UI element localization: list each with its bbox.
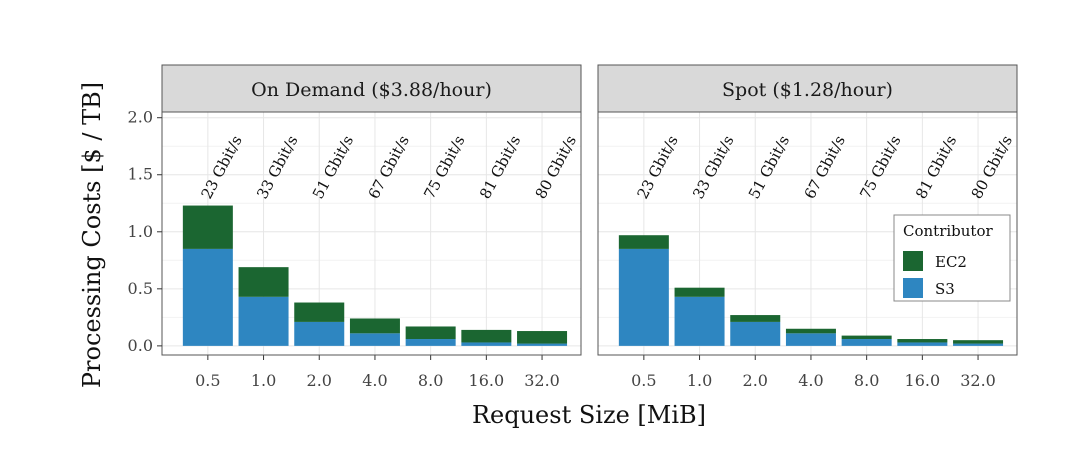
panel-border (597, 111, 1018, 356)
bar-ec2 (730, 315, 781, 322)
y-tick-label: 1.0 (128, 222, 153, 241)
bar-s3 (953, 343, 1004, 346)
facet-strip (597, 64, 1018, 113)
bar-ec2 (238, 267, 289, 297)
legend-swatch-s3 (903, 278, 923, 298)
x-tick-label: 4.0 (362, 371, 387, 390)
bar-ec2 (517, 331, 568, 344)
legend-label-s3: S3 (935, 280, 955, 298)
legend-swatch-ec2 (903, 251, 923, 271)
x-tick-label: 8.0 (418, 371, 443, 390)
x-tick-label: 1.0 (251, 371, 276, 390)
x-tick-label: 1.0 (687, 371, 712, 390)
bar-s3 (618, 248, 669, 346)
bar-ec2 (785, 328, 836, 334)
x-tick-label: 0.5 (631, 371, 656, 390)
bar-ec2 (182, 205, 233, 249)
x-tick-label: 8.0 (854, 371, 879, 390)
bar-s3 (238, 296, 289, 346)
bar-s3 (841, 339, 892, 346)
y-tick-label: 2.0 (128, 108, 153, 127)
facet-title: Spot ($1.28/hour) (722, 79, 893, 101)
panels-layer: On Demand ($3.88/hour)23 Gbit/s0.533 Gbi… (161, 64, 1018, 390)
bar-s3 (517, 343, 568, 346)
x-tick-label: 2.0 (307, 371, 332, 390)
bar-s3 (461, 342, 512, 346)
y-tick-label: 0.5 (128, 279, 153, 298)
panel-border (161, 111, 582, 356)
panel-on-demand: On Demand ($3.88/hour)23 Gbit/s0.533 Gbi… (161, 64, 582, 390)
x-tick-label: 4.0 (798, 371, 823, 390)
bar-s3 (405, 339, 456, 346)
x-axis-title: Request Size [MiB] (472, 401, 706, 429)
bar-ec2 (841, 335, 892, 340)
bar-s3 (674, 296, 725, 346)
bar-s3 (182, 248, 233, 346)
x-tick-label: 2.0 (743, 371, 768, 390)
legend-label-ec2: EC2 (935, 253, 967, 271)
y-axis: 0.0 0.5 1.0 1.5 2.0 (128, 108, 162, 355)
x-tick-label: 0.5 (195, 371, 220, 390)
bar-ec2 (461, 329, 512, 343)
bar-ec2 (294, 302, 345, 322)
bar-s3 (294, 321, 345, 346)
facet-title: On Demand ($3.88/hour) (251, 79, 492, 101)
facet-strip (161, 64, 582, 113)
bar-ec2 (349, 318, 400, 334)
x-tick-label: 32.0 (524, 371, 560, 390)
bar-ec2 (618, 235, 669, 249)
x-tick-label: 16.0 (905, 371, 941, 390)
bar-ec2 (953, 340, 1004, 344)
bar-ec2 (674, 287, 725, 297)
bar-s3 (349, 333, 400, 346)
bar-s3 (730, 321, 781, 346)
x-tick-label: 32.0 (960, 371, 996, 390)
y-tick-label: 0.0 (128, 336, 153, 355)
y-tick-label: 1.5 (128, 165, 153, 184)
x-tick-label: 16.0 (469, 371, 505, 390)
y-axis-title: Processing Costs [$ / TB] (78, 82, 106, 388)
bar-s3 (785, 333, 836, 346)
bar-ec2 (405, 326, 456, 340)
bar-ec2 (897, 339, 948, 343)
legend-title: Contributor (903, 222, 993, 240)
legend: Contributor EC2 S3 (893, 214, 1011, 302)
bar-s3 (897, 342, 948, 346)
